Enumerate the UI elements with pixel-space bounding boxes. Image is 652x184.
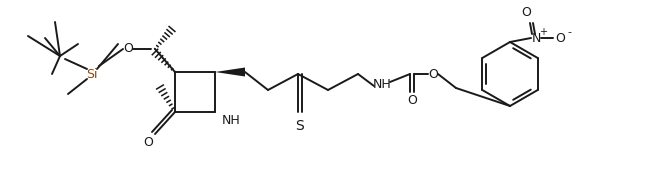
Text: O: O (428, 68, 438, 81)
Text: NH: NH (373, 77, 391, 91)
Text: Si: Si (86, 68, 98, 81)
Text: S: S (295, 119, 304, 133)
Text: +: + (539, 27, 547, 37)
Text: O: O (123, 43, 133, 56)
Text: N: N (531, 31, 541, 45)
Text: NH: NH (222, 114, 241, 127)
Polygon shape (215, 68, 245, 77)
Text: O: O (521, 6, 531, 20)
Text: -: - (567, 27, 571, 37)
Text: O: O (555, 31, 565, 45)
Text: O: O (143, 135, 153, 148)
Text: O: O (407, 93, 417, 107)
